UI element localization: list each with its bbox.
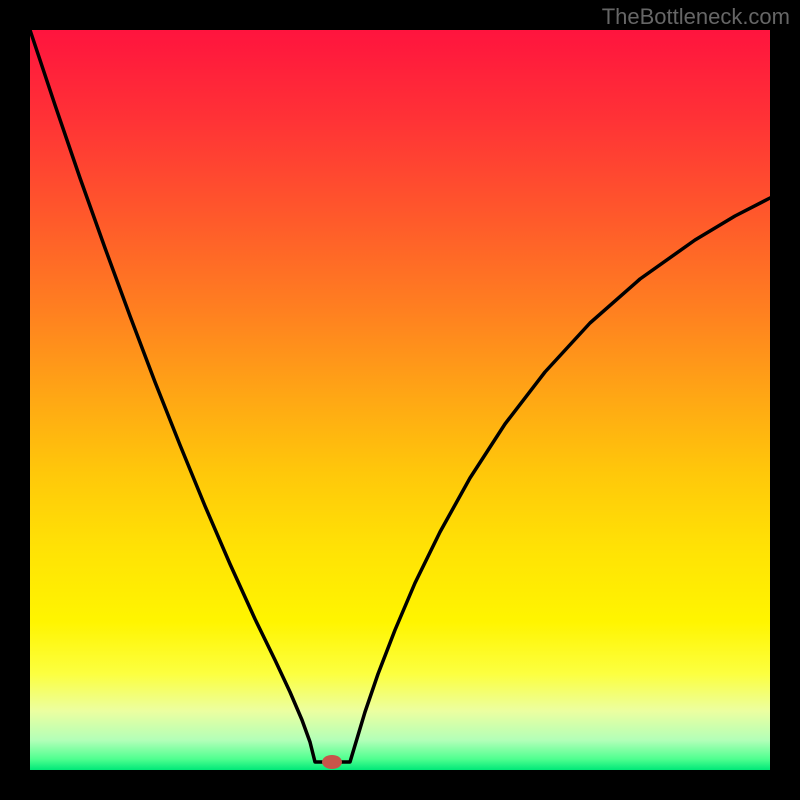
chart-container: TheBottleneck.com	[0, 0, 800, 800]
watermark-label: TheBottleneck.com	[602, 4, 790, 30]
gradient-background	[30, 30, 770, 770]
optimal-point-marker	[322, 755, 342, 769]
bottleneck-chart	[0, 0, 800, 800]
